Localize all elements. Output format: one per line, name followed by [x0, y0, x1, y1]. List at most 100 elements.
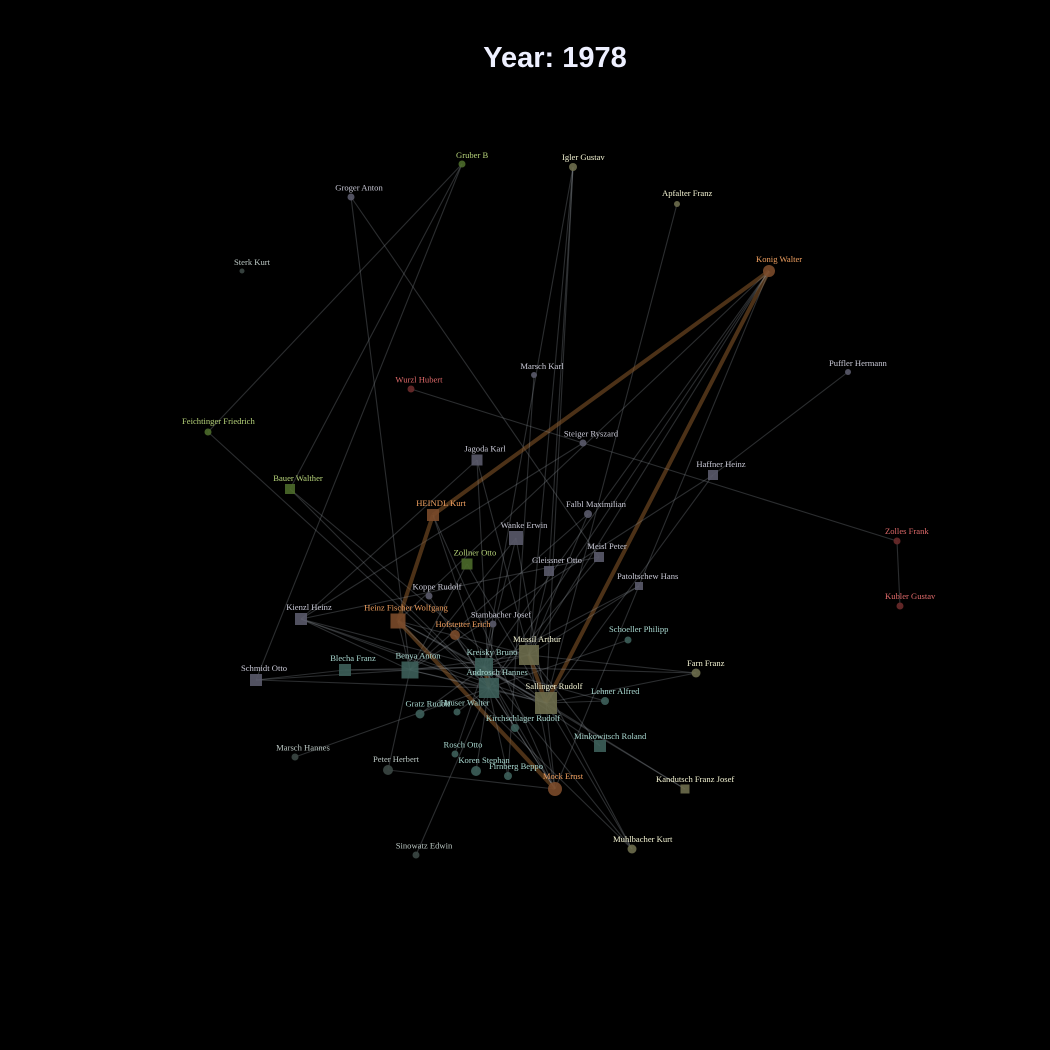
node-koren-stephan[interactable] — [471, 766, 481, 776]
edge-bauer-walther-to-sallinger-rudolf — [289, 488, 547, 704]
edge-sallinger-rudolf-to-mock-ernst — [545, 702, 556, 790]
node-kubler-gustav[interactable] — [896, 602, 904, 610]
node-label-heindl-kurt: HEINDL Kurt — [416, 498, 466, 508]
node-koppe-rudolf[interactable] — [425, 592, 433, 600]
node-firnberg-beppo[interactable] — [504, 772, 512, 780]
node-label-zollner-otto: Zollner Otto — [454, 548, 497, 558]
node-farn-franz[interactable] — [691, 668, 701, 678]
edge-sinowatz-edwin-to-androsch-hannes — [415, 687, 490, 856]
edge-groger-anton-to-benya-anton — [350, 196, 411, 671]
node-label-jagoda-karl: Jagoda Karl — [464, 444, 506, 454]
node-minkowitsch-roland[interactable] — [594, 740, 606, 752]
node-stambacher-josef[interactable] — [489, 620, 497, 628]
node-label-gratz-rudolf: Gratz Rudolf — [405, 699, 450, 709]
node-kandutsch-franz-josef[interactable] — [680, 784, 690, 794]
edge-gratz-rudolf-to-kreisky-bruno — [419, 666, 485, 715]
node-schmidt-otto[interactable] — [250, 674, 262, 686]
node-label-haffner-heinz: Haffner Heinz — [696, 459, 745, 469]
node-label-zolles-frank: Zolles Frank — [885, 526, 929, 536]
node-wanke-erwin[interactable] — [509, 531, 523, 545]
node-konig-walter[interactable] — [763, 265, 775, 277]
node-marsch-hannes[interactable] — [291, 753, 299, 761]
node-sallinger-rudolf[interactable] — [535, 692, 557, 714]
node-peter-herbert[interactable] — [383, 765, 393, 775]
node-heindl-kurt[interactable] — [427, 509, 439, 521]
edge-peter-herbert-to-mock-ernst — [387, 769, 556, 790]
edge-heindl-kurt-to-heinz-fischer-wolfgang — [396, 514, 435, 622]
edge-peter-herbert-to-benya-anton — [387, 669, 411, 771]
node-zolles-frank[interactable] — [893, 537, 901, 545]
node-groger-anton[interactable] — [347, 193, 355, 201]
node-igler-gustav[interactable] — [569, 163, 577, 171]
node-heinz-fischer-wolfgang[interactable] — [390, 613, 406, 629]
edge-muhlbacher-kurt-to-kreisky-bruno — [483, 666, 633, 850]
node-kirchschlager-rudolf[interactable] — [511, 724, 519, 732]
node-blecha-franz[interactable] — [339, 664, 351, 676]
node-label-igler-gustav: Igler Gustav — [562, 152, 605, 162]
node-schoeller-philipp[interactable] — [624, 636, 632, 644]
node-bauer-walther[interactable] — [285, 484, 295, 494]
edge-gleissner-otto-to-mussil-arthur — [528, 570, 550, 656]
node-meisl-peter[interactable] — [594, 552, 604, 562]
node-label-minkowitsch-roland: Minkowitsch Roland — [574, 731, 647, 741]
edge-kienzl-heinz-to-benya-anton — [300, 618, 411, 671]
node-lehner-alfred[interactable] — [601, 697, 609, 705]
node-label-meisl-peter: Meisl Peter — [587, 541, 627, 551]
edge-igler-gustav-to-sallinger-rudolf — [545, 166, 574, 704]
node-feichtinger-friedrich[interactable] — [204, 428, 212, 436]
node-label-rosch-otto: Rosch Otto — [444, 740, 483, 750]
node-mussil-arthur[interactable] — [519, 645, 539, 665]
node-gruber-b[interactable] — [458, 160, 466, 168]
edge-gruber-b-to-schmidt-otto — [255, 163, 463, 681]
node-label-steiger-ryszard: Steiger Ryszard — [564, 429, 619, 439]
edge-heindl-kurt-to-kreisky-bruno — [432, 514, 485, 668]
node-wurzl-hubert[interactable] — [407, 385, 415, 393]
node-label-lehner-alfred: Lehner Alfred — [591, 686, 640, 696]
edge-schmidt-otto-to-androsch-hannes — [255, 679, 490, 689]
node-mock-ernst[interactable] — [548, 782, 562, 796]
node-haffner-heinz[interactable] — [708, 470, 718, 480]
node-apfalter-franz[interactable] — [674, 201, 680, 207]
node-jagoda-karl[interactable] — [471, 454, 483, 466]
edge-konig-walter-to-mussil-arthur — [528, 270, 770, 656]
edge-jagoda-karl-to-mussil-arthur — [476, 459, 530, 656]
edge-zollner-otto-to-benya-anton — [409, 563, 468, 671]
node-label-sallinger-rudolf: Sallinger Rudolf — [525, 681, 582, 691]
node-androsch-hannes[interactable] — [479, 678, 499, 698]
node-puffler-hermann[interactable] — [845, 369, 851, 375]
node-label-mock-ernst: Mock Ernst — [543, 771, 584, 781]
node-label-groger-anton: Groger Anton — [335, 183, 383, 193]
edge-sallinger-rudolf-to-muhlbacher-kurt — [545, 702, 633, 850]
node-zollner-otto[interactable] — [461, 558, 473, 570]
edge-layer — [207, 163, 901, 856]
node-kreisky-bruno[interactable] — [475, 658, 493, 676]
node-label-kubler-gustav: Kubler Gustav — [885, 591, 936, 601]
node-hofstetter-erich[interactable] — [450, 630, 460, 640]
node-label-feichtinger-friedrich: Feichtinger Friedrich — [182, 416, 255, 426]
node-label-sterk-kurt: Sterk Kurt — [234, 257, 271, 267]
edge-puffler-hermann-to-haffner-heinz — [712, 371, 849, 476]
edge-wanke-erwin-to-sallinger-rudolf — [515, 537, 547, 704]
edge-kienzl-heinz-to-sallinger-rudolf — [300, 618, 547, 704]
node-gleissner-otto[interactable] — [544, 566, 554, 576]
node-label-sinowatz-edwin: Sinowatz Edwin — [396, 841, 453, 851]
node-muhlbacher-kurt[interactable] — [627, 844, 637, 854]
node-benya-anton[interactable] — [401, 661, 419, 679]
node-sinowatz-edwin[interactable] — [412, 851, 420, 859]
node-marsch-karl[interactable] — [531, 372, 537, 378]
edge-igler-gustav-to-gleissner-otto — [548, 166, 574, 572]
node-label-heinz-fischer-wolfgang: Heinz Fischer Wolfgang — [364, 603, 448, 613]
edge-sallinger-rudolf-to-kandutsch-franz-josef — [545, 702, 686, 790]
node-sterk-kurt[interactable] — [239, 268, 245, 274]
node-steiger-ryszard[interactable] — [579, 439, 587, 447]
edge-benya-anton-to-schmidt-otto — [255, 669, 411, 681]
node-kienzl-heinz[interactable] — [295, 613, 307, 625]
node-falbl-maximilian[interactable] — [584, 510, 592, 518]
node-patoltschew-hans[interactable] — [635, 582, 643, 590]
node-rosch-otto[interactable] — [451, 750, 459, 758]
node-gratz-rudolf[interactable] — [415, 709, 425, 719]
edge-zolles-frank-to-kubler-gustav — [896, 540, 901, 607]
edge-muhlbacher-kurt-to-mussil-arthur — [528, 654, 633, 850]
node-hauser-walter[interactable] — [453, 708, 461, 716]
